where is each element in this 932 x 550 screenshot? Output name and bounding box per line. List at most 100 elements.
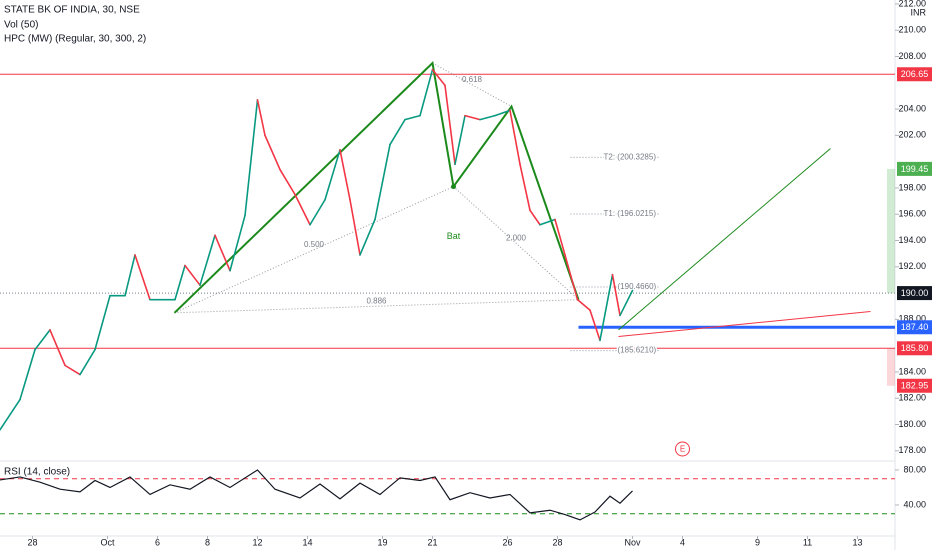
price-badge xyxy=(897,67,932,82)
price-segment xyxy=(359,218,376,256)
price-segment xyxy=(199,234,216,287)
price-segment xyxy=(419,68,434,117)
y-tick-label: 184.00 xyxy=(898,366,926,376)
y-tick-label: 194.00 xyxy=(898,235,926,245)
x-tick-label: 11 xyxy=(803,537,812,547)
price-badge xyxy=(897,161,932,176)
price-segment xyxy=(519,163,531,212)
price-segment xyxy=(264,134,281,171)
trend-line xyxy=(618,148,831,331)
price-segment xyxy=(49,329,66,367)
price-segment xyxy=(554,218,566,256)
target-label: T2: (200.3285) xyxy=(604,152,657,161)
price-segment xyxy=(589,309,601,342)
indicator-label: HPC (MW) (Regular, 30, 300, 2) xyxy=(4,34,146,45)
y-tick-label: 202.00 xyxy=(898,130,926,140)
price-segment xyxy=(19,348,36,401)
y-tick-label: 196.00 xyxy=(898,209,926,219)
x-tick-label: 14 xyxy=(302,537,312,547)
currency-label: INR xyxy=(911,7,927,17)
event-label: E xyxy=(680,445,685,454)
pattern-ratio-label: 0.500 xyxy=(304,240,325,249)
y-tick-label: 180.00 xyxy=(898,419,926,429)
event-marker xyxy=(675,441,690,457)
price-segment xyxy=(174,264,186,301)
price-badge xyxy=(897,320,932,335)
price-segment xyxy=(389,118,406,146)
pattern-ratio-label: 2.000 xyxy=(506,233,527,242)
x-tick-label: 28 xyxy=(27,537,37,547)
price-segment xyxy=(244,99,259,217)
x-tick-label: 8 xyxy=(205,537,210,547)
pattern-ratio-leg xyxy=(174,299,579,314)
price-segment xyxy=(564,254,579,301)
chart-title: STATE BK OF INDIA, 30, NSE xyxy=(4,5,140,16)
target-label: (190.4660) xyxy=(618,282,657,291)
price-segment xyxy=(94,294,111,351)
y-tick-label: 212.00 xyxy=(898,0,926,8)
y-tick-label: 188.00 xyxy=(898,314,926,324)
price-segment xyxy=(509,109,521,166)
price-segment xyxy=(599,273,614,342)
price-segment xyxy=(184,264,201,287)
price-segment xyxy=(539,218,556,226)
price-badge-label: 206.65 xyxy=(901,69,929,79)
price-badge-label: 187.40 xyxy=(901,322,929,332)
y-tick-label: 182.00 xyxy=(898,393,926,403)
y-tick-label: 208.00 xyxy=(898,51,926,61)
price-segment xyxy=(134,254,151,301)
price-segment xyxy=(349,198,361,256)
rsi-tick-label: 40.00 xyxy=(903,499,926,509)
price-segment xyxy=(374,143,391,221)
price-segment xyxy=(214,234,231,272)
price-badge-label: 185.80 xyxy=(901,343,929,353)
x-tick-label: Oct xyxy=(100,537,115,547)
price-segment xyxy=(611,273,621,317)
x-tick-label: 6 xyxy=(155,537,160,547)
pattern-ratio-leg xyxy=(174,186,454,314)
y-tick-label: 192.00 xyxy=(898,261,926,271)
target-zone xyxy=(887,168,895,294)
x-tick-label: 4 xyxy=(680,537,685,547)
pattern-name: Bat xyxy=(447,231,461,241)
price-badge-label: 182.95 xyxy=(901,381,929,391)
price-segment xyxy=(34,329,51,351)
pattern-ratio-leg xyxy=(432,62,512,107)
price-segment xyxy=(124,254,136,297)
price-segment xyxy=(576,298,591,311)
target-label: (185.6210) xyxy=(618,346,657,355)
price-segment xyxy=(279,168,296,196)
price-segment xyxy=(494,109,511,117)
pattern-point xyxy=(451,184,456,190)
y-tick-label: 210.00 xyxy=(898,25,926,35)
price-segment xyxy=(529,209,541,226)
trend-line xyxy=(618,310,871,337)
price-segment xyxy=(294,193,311,226)
price-segment xyxy=(479,114,496,121)
price-segment xyxy=(256,99,266,137)
price-badge xyxy=(897,286,932,301)
x-tick-label: 19 xyxy=(377,537,387,547)
price-segment xyxy=(324,149,341,201)
pattern-ratio-label: 0.886 xyxy=(366,296,387,305)
price-badge-label: 199.45 xyxy=(901,164,929,174)
pattern-ratio-label: 0.618 xyxy=(462,75,483,84)
price-segment xyxy=(64,364,81,376)
y-tick-label: 198.00 xyxy=(898,182,926,192)
rsi-line xyxy=(0,469,633,521)
price-segment xyxy=(79,348,96,376)
x-tick-label: Nov xyxy=(624,537,641,547)
price-segment xyxy=(619,289,634,317)
price-segment xyxy=(404,114,421,121)
price-segment xyxy=(464,114,481,121)
price-segment xyxy=(0,398,21,431)
rsi-tick-label: 80.00 xyxy=(903,464,926,474)
price-segment xyxy=(454,114,466,166)
rsi-title: RSI (14, close) xyxy=(4,467,70,478)
x-tick-label: 28 xyxy=(552,537,562,547)
price-badge xyxy=(897,341,932,356)
price-segment xyxy=(444,84,456,166)
x-tick-label: 12 xyxy=(252,537,262,547)
